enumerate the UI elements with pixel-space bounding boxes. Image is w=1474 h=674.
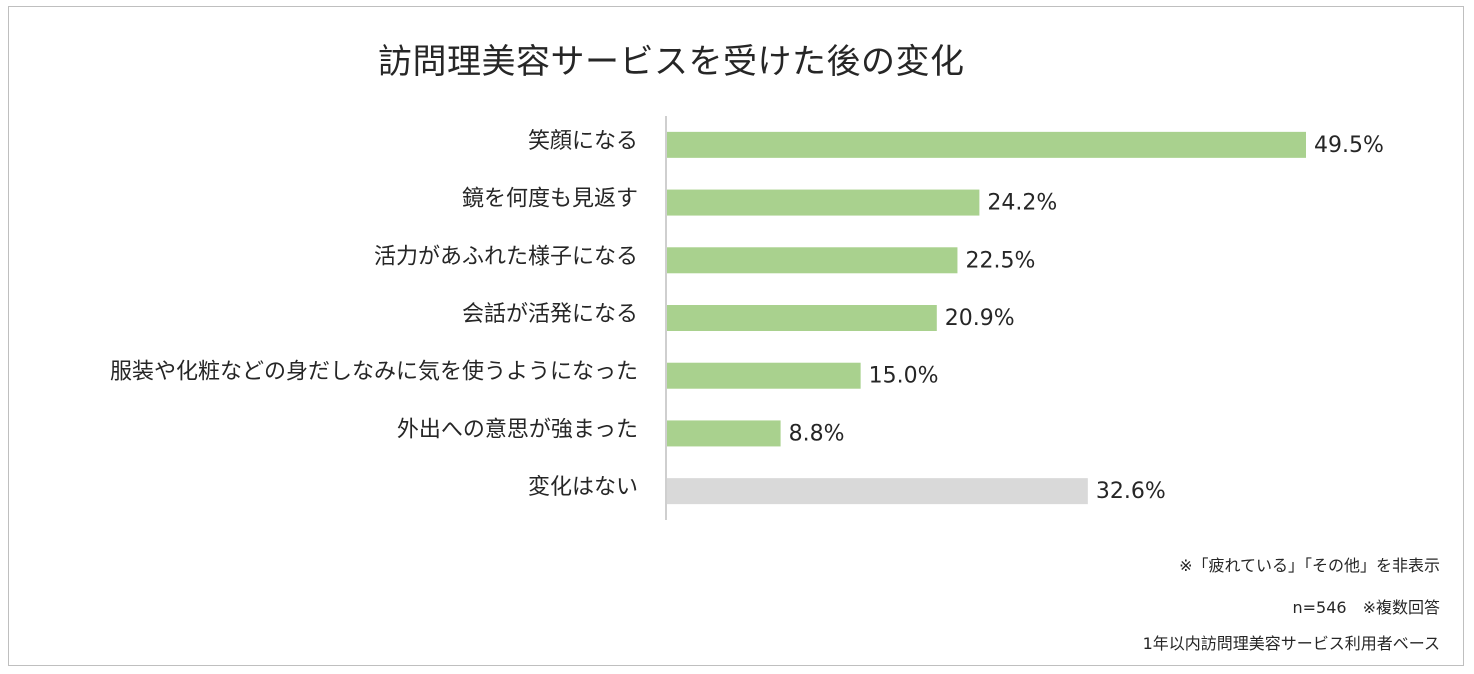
value-label: 20.9% — [945, 306, 1015, 331]
bar — [667, 305, 937, 331]
category-label: 外出への意思が強まった — [397, 417, 638, 442]
note-base: 1年以内訪問理美容サービス利用者ベース — [1142, 634, 1440, 653]
category-label: 服装や化粧などの身だしなみに気を使うようになった — [110, 360, 638, 385]
bar — [667, 362, 861, 389]
bar — [667, 189, 980, 216]
category-label: 変化はない — [528, 475, 638, 500]
value-label: 49.5% — [1314, 133, 1384, 158]
value-label: 32.6% — [1096, 479, 1166, 504]
value-label: 15.0% — [869, 364, 939, 389]
category-label: 笑顔になる — [528, 129, 638, 154]
value-label: 22.5% — [965, 248, 1035, 273]
bar — [667, 478, 1088, 505]
category-label: 鏡を何度も見返す — [462, 187, 638, 212]
bar — [667, 247, 958, 274]
category-label: 活力があふれた様子になる — [374, 244, 638, 269]
bar — [667, 131, 1306, 158]
note-sample-size: n=546 ※複数回答 — [1292, 598, 1441, 617]
chart-frame — [8, 6, 1464, 666]
value-label: 24.2% — [987, 191, 1057, 216]
bar — [667, 420, 781, 447]
note-hidden-items: ※「疲れている」「その他」を非表示 — [1179, 556, 1440, 575]
value-label: 8.8% — [789, 421, 845, 446]
category-label: 会話が活発になる — [462, 302, 638, 327]
chart-title: 訪問理美容サービスを受けた後の変化 — [378, 42, 965, 82]
